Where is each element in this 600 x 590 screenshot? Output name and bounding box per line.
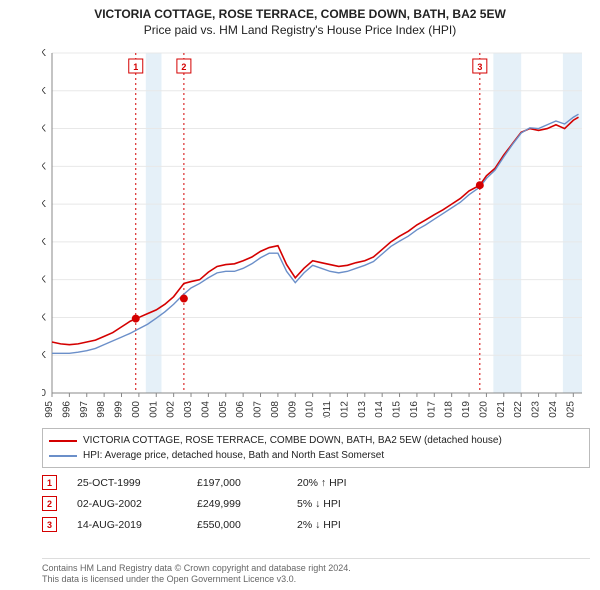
svg-text:1997: 1997 bbox=[79, 401, 90, 418]
legend-swatch bbox=[49, 455, 77, 457]
svg-text:2004: 2004 bbox=[200, 401, 211, 418]
svg-text:2020: 2020 bbox=[478, 401, 489, 418]
svg-text:2018: 2018 bbox=[444, 401, 455, 418]
svg-text:£500K: £500K bbox=[42, 199, 46, 210]
legend-label: VICTORIA COTTAGE, ROSE TERRACE, COMBE DO… bbox=[83, 433, 502, 448]
svg-text:2009: 2009 bbox=[287, 401, 298, 418]
svg-text:2000: 2000 bbox=[131, 401, 142, 418]
event-marker: 2 bbox=[42, 496, 57, 511]
svg-text:2012: 2012 bbox=[339, 401, 350, 418]
event-date: 14-AUG-2019 bbox=[77, 519, 177, 531]
event-marker: 3 bbox=[42, 517, 57, 532]
svg-text:£600K: £600K bbox=[42, 161, 46, 172]
svg-text:£800K: £800K bbox=[42, 86, 46, 97]
event-price: £550,000 bbox=[197, 519, 277, 531]
page-container: VICTORIA COTTAGE, ROSE TERRACE, COMBE DO… bbox=[0, 0, 600, 590]
legend-item: VICTORIA COTTAGE, ROSE TERRACE, COMBE DO… bbox=[49, 433, 583, 448]
svg-text:£300K: £300K bbox=[42, 275, 46, 286]
svg-text:2024: 2024 bbox=[548, 401, 559, 418]
event-delta: 20% ↑ HPI bbox=[297, 477, 347, 489]
title-line2: Price paid vs. HM Land Registry's House … bbox=[0, 22, 600, 38]
svg-text:2019: 2019 bbox=[461, 401, 472, 418]
footer-note: Contains HM Land Registry data © Crown c… bbox=[42, 558, 590, 586]
svg-text:1999: 1999 bbox=[114, 401, 125, 418]
svg-text:2008: 2008 bbox=[270, 401, 281, 418]
svg-text:2003: 2003 bbox=[183, 401, 194, 418]
footer-line1: Contains HM Land Registry data © Crown c… bbox=[42, 563, 590, 575]
svg-text:2011: 2011 bbox=[322, 401, 333, 418]
svg-text:2022: 2022 bbox=[513, 401, 524, 418]
event-delta: 5% ↓ HPI bbox=[297, 498, 341, 510]
svg-text:2005: 2005 bbox=[218, 401, 229, 418]
chart-area: £0 £100K £200K £300K £400K £500K £600K £700K £80… bbox=[42, 48, 590, 418]
event-row: 3 14-AUG-2019 £550,000 2% ↓ HPI bbox=[42, 514, 590, 535]
event-date: 25-OCT-1999 bbox=[77, 477, 177, 489]
svg-text:2017: 2017 bbox=[426, 401, 437, 418]
event-marker: 1 bbox=[42, 475, 57, 490]
event-row: 1 25-OCT-1999 £197,000 20% ↑ HPI bbox=[42, 472, 590, 493]
svg-text:£900K: £900K bbox=[42, 48, 46, 59]
svg-text:1996: 1996 bbox=[61, 401, 72, 418]
legend-label: HPI: Average price, detached house, Bath… bbox=[83, 448, 384, 463]
event-row: 2 02-AUG-2002 £249,999 5% ↓ HPI bbox=[42, 493, 590, 514]
line-chart: £0 £100K £200K £300K £400K £500K £600K £700K £80… bbox=[42, 48, 590, 418]
legend-swatch bbox=[49, 440, 77, 442]
svg-text:2001: 2001 bbox=[148, 401, 159, 418]
svg-text:£200K: £200K bbox=[42, 312, 46, 323]
svg-text:2016: 2016 bbox=[409, 401, 420, 418]
svg-text:2002: 2002 bbox=[166, 401, 177, 418]
event-delta: 2% ↓ HPI bbox=[297, 519, 341, 531]
svg-text:2014: 2014 bbox=[374, 401, 385, 418]
svg-text:2010: 2010 bbox=[305, 401, 316, 418]
svg-text:£400K: £400K bbox=[42, 237, 46, 248]
legend-item: HPI: Average price, detached house, Bath… bbox=[49, 448, 583, 463]
events-table: 1 25-OCT-1999 £197,000 20% ↑ HPI 2 02-AUG-200… bbox=[42, 472, 590, 535]
svg-text:£700K: £700K bbox=[42, 124, 46, 135]
event-price: £197,000 bbox=[197, 477, 277, 489]
chart-title: VICTORIA COTTAGE, ROSE TERRACE, COMBE DO… bbox=[0, 0, 600, 38]
svg-text:1: 1 bbox=[133, 62, 138, 72]
svg-text:2015: 2015 bbox=[392, 401, 403, 418]
svg-text:2023: 2023 bbox=[531, 401, 542, 418]
event-date: 02-AUG-2002 bbox=[77, 498, 177, 510]
event-price: £249,999 bbox=[197, 498, 277, 510]
svg-text:£100K: £100K bbox=[42, 350, 46, 361]
svg-text:2025: 2025 bbox=[565, 401, 576, 418]
svg-text:1995: 1995 bbox=[44, 401, 55, 418]
svg-text:2013: 2013 bbox=[357, 401, 368, 418]
svg-text:2: 2 bbox=[181, 62, 186, 72]
title-line1: VICTORIA COTTAGE, ROSE TERRACE, COMBE DO… bbox=[0, 6, 600, 22]
svg-text:2007: 2007 bbox=[253, 401, 264, 418]
svg-text:2021: 2021 bbox=[496, 401, 507, 418]
svg-text:2006: 2006 bbox=[235, 401, 246, 418]
svg-text:£0: £0 bbox=[42, 388, 46, 399]
footer-line2: This data is licensed under the Open Gov… bbox=[42, 574, 590, 586]
legend: VICTORIA COTTAGE, ROSE TERRACE, COMBE DO… bbox=[42, 428, 590, 468]
svg-text:1998: 1998 bbox=[96, 401, 107, 418]
svg-text:3: 3 bbox=[477, 62, 482, 72]
